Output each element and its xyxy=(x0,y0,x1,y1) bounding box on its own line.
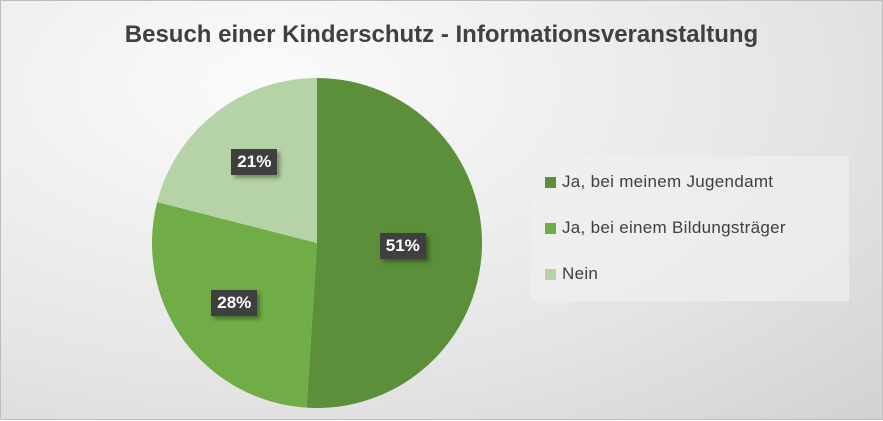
legend-swatch xyxy=(545,268,556,280)
legend: Ja, bei meinem Jugendamt Ja, bei einem B… xyxy=(531,156,849,301)
legend-swatch xyxy=(545,176,556,188)
legend-item-jugendamt: Ja, bei meinem Jugendamt xyxy=(545,172,773,192)
legend-swatch xyxy=(545,222,556,234)
data-label-bildungstraeger: 28% xyxy=(211,290,258,317)
legend-label: Nein xyxy=(562,264,599,283)
data-label-jugendamt: 51% xyxy=(379,232,426,259)
data-label-nein: 21% xyxy=(231,149,278,176)
legend-label: Ja, bei meinem Jugendamt xyxy=(562,172,774,191)
legend-item-bildungstraeger: Ja, bei einem Bildungsträger xyxy=(545,218,786,238)
legend-label: Ja, bei einem Bildungsträger xyxy=(562,218,786,237)
legend-item-nein: Nein xyxy=(545,264,598,284)
chart-title: Besuch einer Kinderschutz - Informations… xyxy=(124,21,759,48)
